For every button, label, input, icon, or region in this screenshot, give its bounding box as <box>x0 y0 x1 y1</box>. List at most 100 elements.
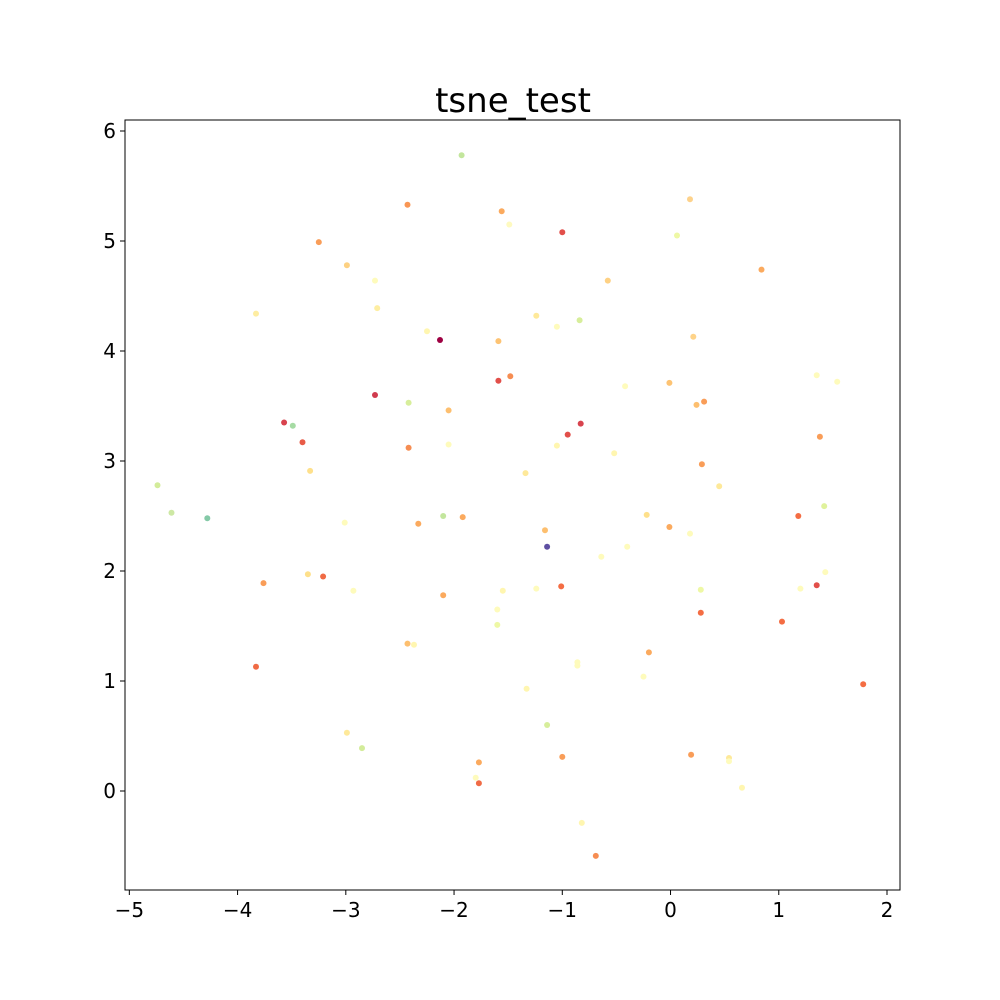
scatter-point <box>758 266 765 273</box>
scatter-point <box>472 774 479 781</box>
scatter-point <box>701 398 708 405</box>
scatter-point <box>592 852 599 859</box>
scatter-point <box>739 784 745 791</box>
x-tick-label: −3 <box>331 898 360 922</box>
scatter-point <box>440 513 447 519</box>
scatter-point <box>813 372 820 379</box>
scatter-point <box>797 585 804 592</box>
scatter-point <box>253 663 259 670</box>
scatter-point <box>822 569 829 576</box>
scatter-point <box>666 524 673 530</box>
scatter-point <box>523 685 530 692</box>
scatter-point <box>495 377 502 384</box>
y-axis: 0 1 2 3 4 5 6 <box>103 119 125 803</box>
scatter-point <box>559 229 566 236</box>
scatter-point <box>260 580 267 587</box>
scatter-point <box>834 378 841 385</box>
scatter-point <box>611 450 618 457</box>
scatter-point <box>343 262 350 269</box>
scatter-point <box>522 470 529 477</box>
scatter-point <box>726 758 732 765</box>
scatter-point <box>674 232 680 239</box>
scatter-point <box>645 649 652 656</box>
scatter-point <box>307 467 314 474</box>
scatter-point <box>860 681 867 688</box>
scatter-point <box>405 444 412 451</box>
plot-frame <box>124 119 901 891</box>
scatter-point <box>578 819 585 826</box>
scatter-point <box>289 422 296 429</box>
scatter-point <box>459 514 466 521</box>
scatter-point <box>687 196 693 203</box>
scatter-point <box>640 673 647 680</box>
scatter-point <box>816 433 823 440</box>
scatter-point <box>542 527 548 534</box>
x-tick-label: −1 <box>548 898 577 922</box>
scatter-point <box>544 722 551 728</box>
scatter-point <box>374 305 381 312</box>
scatter-point <box>405 399 412 406</box>
y-tick-label: 1 <box>103 669 116 693</box>
scatter-point <box>494 606 501 613</box>
scatter-point <box>299 439 306 446</box>
y-tick-label: 5 <box>103 229 116 253</box>
x-tick-label: 0 <box>664 898 677 922</box>
scatter-point <box>553 442 560 449</box>
scatter-point <box>404 201 411 208</box>
scatter-point <box>688 751 695 758</box>
scatter-point <box>304 571 311 578</box>
scatter-point <box>697 586 704 593</box>
scatter-point <box>499 587 506 594</box>
scatter-point <box>622 383 629 390</box>
scatter-point <box>372 277 378 284</box>
scatter-point <box>821 503 828 510</box>
y-tick-label: 0 <box>103 779 116 803</box>
x-tick-label: −4 <box>223 898 252 922</box>
scatter-point <box>576 317 583 324</box>
y-tick-label: 2 <box>103 559 116 583</box>
scatter-point <box>533 585 540 592</box>
scatter-point <box>445 441 452 448</box>
scatter-point <box>533 312 540 319</box>
scatter-point <box>693 401 700 408</box>
scatter-point <box>697 609 704 616</box>
scatter-point <box>411 641 417 648</box>
chart-title: tsne_test <box>435 81 591 121</box>
scatter-point <box>564 431 571 438</box>
scatter-point <box>315 239 322 246</box>
scatter-point <box>341 519 348 526</box>
y-tick-label: 6 <box>103 119 116 143</box>
y-tick-label: 3 <box>103 449 116 473</box>
scatter-point <box>604 277 611 284</box>
scatter-point <box>716 483 723 490</box>
scatter-point <box>558 583 565 590</box>
scatter-point <box>574 662 581 669</box>
scatter-point <box>698 461 705 468</box>
points-layer <box>154 152 867 859</box>
scatter-point <box>281 419 288 426</box>
scatter-point <box>475 759 482 766</box>
scatter-point <box>666 379 673 386</box>
scatter-point <box>690 333 697 340</box>
scatter-point <box>795 513 802 519</box>
scatter-point <box>168 509 175 516</box>
x-tick-label: −2 <box>439 898 468 922</box>
scatter-point <box>404 640 411 647</box>
scatter-point <box>495 338 502 345</box>
scatter-point <box>350 587 357 594</box>
scatter-point <box>359 745 365 752</box>
scatter-point <box>494 621 501 628</box>
scatter-point <box>440 592 447 599</box>
scatter-point <box>577 420 584 427</box>
scatter-point <box>458 152 465 159</box>
scatter-point <box>598 553 605 560</box>
scatter-point <box>544 543 551 550</box>
scatter-point <box>498 208 505 215</box>
scatter-point <box>687 530 693 537</box>
scatter-point <box>507 373 514 380</box>
scatter-point <box>553 323 560 330</box>
scatter-point <box>643 511 650 518</box>
scatter-point <box>437 337 443 343</box>
